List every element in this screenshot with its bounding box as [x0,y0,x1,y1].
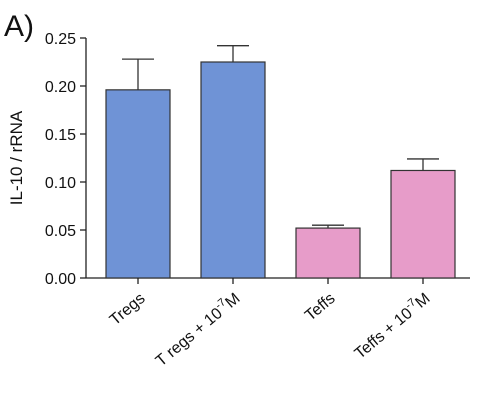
panel-label: A) [4,10,34,43]
y-tick-label: 0.05 [45,223,76,240]
bar [105,89,171,279]
y-tick-label: 0.20 [45,79,76,96]
x-tick-label: T regs + 10-7M [151,288,244,370]
y-tick-label: 0.25 [45,31,76,48]
y-axis-label: IL-10 / rRNA [7,110,26,205]
bar [295,227,361,279]
x-tick-label: Teffs + 10-7M [350,288,434,363]
bar [390,169,456,279]
y-tick-label: 0.10 [45,175,76,192]
bar [200,61,266,279]
x-tick-label: Tregs [107,290,149,329]
y-tick-label: 0.00 [45,271,76,288]
y-tick-label: 0.15 [45,127,76,144]
x-tick-label: Teffs [302,290,339,325]
